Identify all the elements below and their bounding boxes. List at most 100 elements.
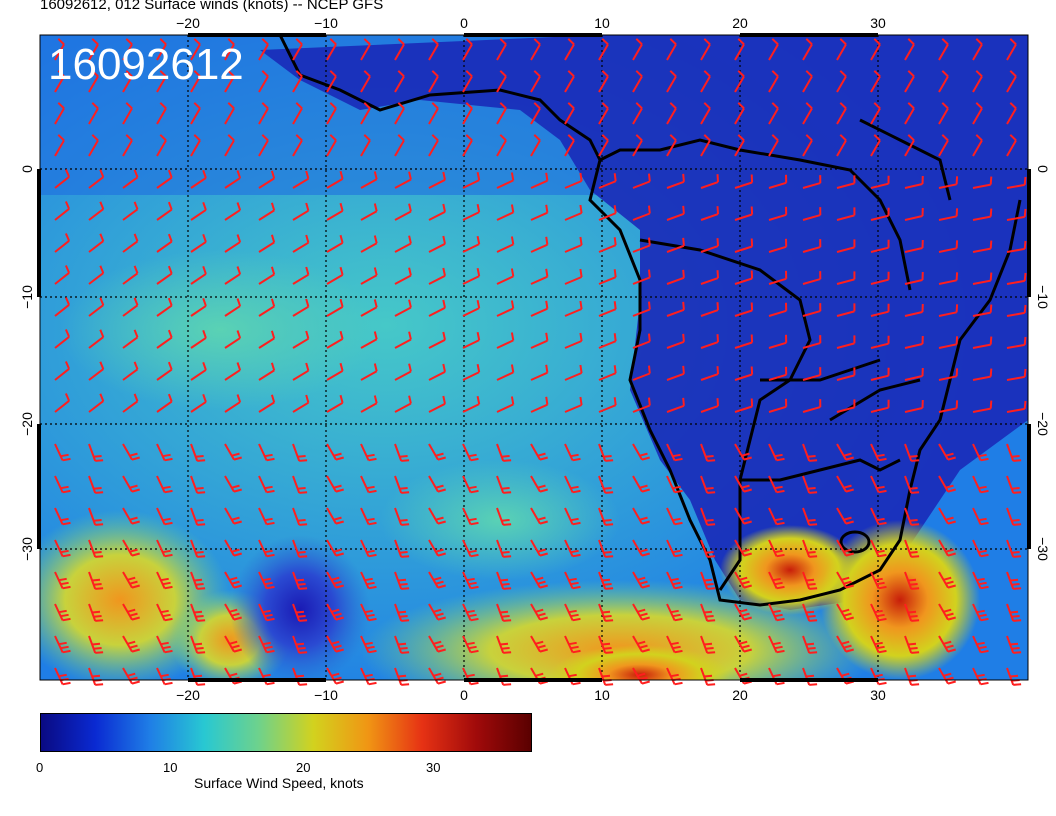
wind-barb (428, 475, 446, 493)
wind-barb (598, 635, 614, 654)
wind-barb (734, 206, 754, 221)
wind-barb (564, 102, 575, 125)
wind-barb (462, 134, 473, 157)
wind-barb (530, 70, 541, 93)
wind-barb (700, 174, 719, 189)
wind-barb (972, 176, 993, 189)
wind-barb (972, 475, 989, 494)
wind-barb (768, 571, 785, 590)
wind-barb (768, 238, 788, 253)
wind-barb (564, 204, 583, 221)
wind-barb (836, 303, 856, 317)
wind-barb (700, 302, 719, 317)
wind-barb (360, 102, 371, 125)
wind-barb (666, 102, 677, 125)
wind-barb (802, 175, 822, 189)
wind-barb (428, 603, 446, 621)
wind-barb (224, 539, 242, 557)
wind-barb (1006, 272, 1027, 285)
wind-barb (564, 635, 581, 654)
wind-barb (938, 571, 956, 589)
wind-barb (326, 362, 344, 381)
wind-barb (972, 635, 989, 654)
wind-barb (666, 70, 677, 93)
wind-barb (88, 667, 104, 686)
wind-barb (598, 571, 614, 590)
wind-barb (1006, 400, 1027, 413)
wind-barb (190, 201, 207, 221)
wind-barb (462, 332, 481, 349)
wind-barb (360, 70, 371, 93)
wind-barb (734, 102, 745, 125)
wind-barb (224, 603, 242, 621)
wind-barb (836, 475, 854, 493)
wind-barb (938, 336, 959, 349)
wind-barb (122, 361, 139, 381)
wind-barb (360, 635, 377, 654)
wind-barb (530, 571, 548, 589)
wind-barb (54, 70, 65, 93)
wind-barb (734, 571, 752, 589)
wind-barb (360, 507, 377, 526)
wind-barb (462, 102, 473, 125)
wind-barb (530, 204, 549, 221)
wind-barb (530, 134, 541, 157)
wind-barb (598, 333, 617, 349)
wind-barb (394, 38, 405, 61)
wind-barb (768, 667, 785, 686)
wind-barb (836, 175, 856, 189)
wind-barb (632, 475, 650, 493)
wind-barb (54, 393, 71, 413)
wind-barb (258, 362, 276, 381)
wind-barb (292, 38, 303, 61)
wind-barb (598, 205, 617, 221)
wind-barb (496, 236, 515, 253)
x-tick-bottom: 30 (870, 687, 886, 703)
wind-barb (972, 102, 983, 125)
wind-barb (768, 302, 788, 317)
wind-barb (54, 475, 71, 494)
wind-barb (1006, 539, 1022, 558)
wind-barb (598, 38, 609, 61)
wind-barb (326, 507, 344, 525)
wind-barb (394, 667, 410, 686)
wind-barb (394, 102, 405, 125)
wind-barb (870, 335, 890, 349)
wind-barb (564, 172, 583, 189)
wind-barb (428, 363, 446, 381)
wind-barb (972, 272, 993, 285)
wind-barb (598, 475, 614, 494)
wind-barb (292, 362, 310, 381)
y-tick-right: −30 (1035, 537, 1051, 561)
wind-barb (700, 270, 719, 285)
wind-barb (734, 366, 754, 381)
wind-barb (326, 539, 344, 557)
right-tick-labels: 0 −10 −20 −30 (1035, 165, 1051, 561)
wind-barb (972, 400, 993, 413)
wind-barb (224, 202, 242, 221)
wind-barb (224, 507, 242, 525)
wind-barb (190, 571, 206, 590)
wind-barb (632, 173, 651, 189)
wind-barb (768, 443, 785, 462)
wind-barb (292, 330, 310, 349)
wind-barb (326, 38, 337, 61)
wind-barb (156, 297, 173, 317)
wind-barb (938, 208, 959, 221)
wind-barb (530, 172, 549, 189)
wind-barb (190, 265, 207, 285)
wind-barb (836, 443, 854, 461)
wind-barb (836, 399, 856, 413)
wind-barb (768, 38, 779, 61)
wind-barb (190, 475, 206, 494)
wind-barb (428, 235, 446, 253)
wind-barb (734, 38, 745, 61)
wind-barb (870, 38, 881, 61)
wind-barb (462, 475, 479, 494)
wind-barb (632, 603, 650, 621)
wind-barb (462, 70, 473, 93)
wind-barb (292, 234, 310, 253)
wind-barb (258, 38, 269, 61)
wind-barb (156, 169, 173, 189)
wind-barb (428, 134, 439, 157)
